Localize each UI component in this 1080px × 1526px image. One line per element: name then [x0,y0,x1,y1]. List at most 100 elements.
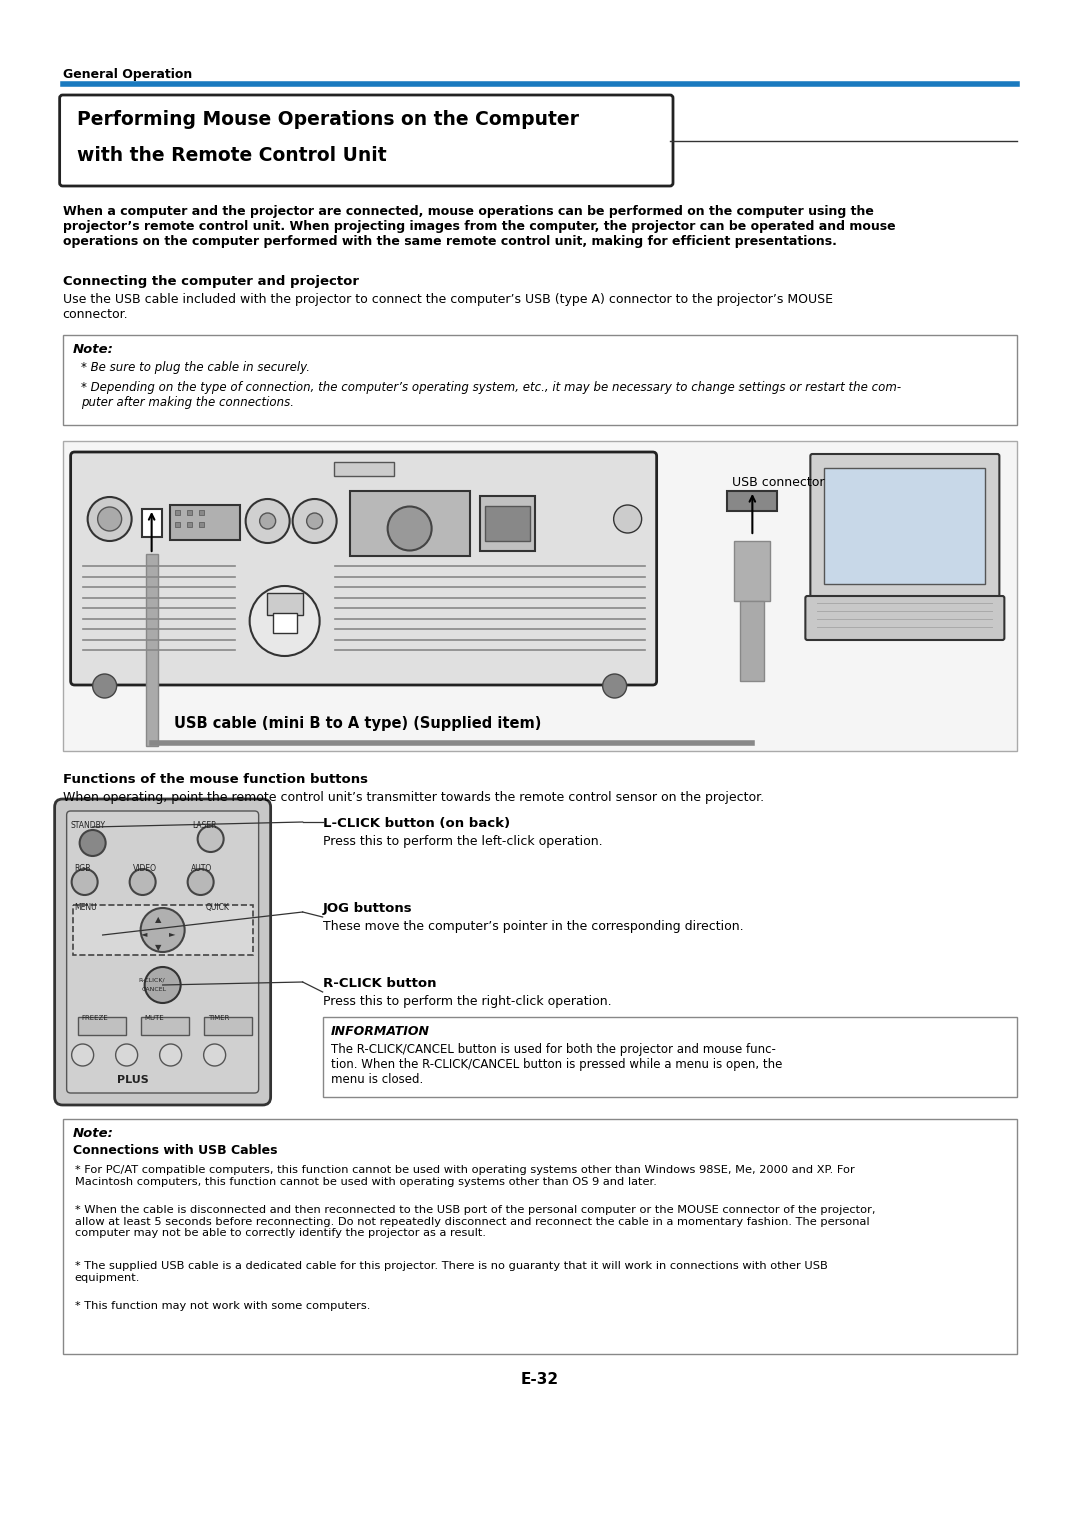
Circle shape [97,507,122,531]
Bar [63,336,1017,426]
Text: ▲: ▲ [156,916,162,925]
Circle shape [87,497,132,542]
Text: When operating, point the remote control unit’s transmitter towards the remote c: When operating, point the remote control… [63,790,764,804]
Text: QUICK: QUICK [205,903,230,913]
Bar [824,468,985,584]
Circle shape [71,1044,94,1067]
Text: The R-CLICK/CANCEL button is used for both the projector and mouse func-
tion. W: The R-CLICK/CANCEL button is used for bo… [330,1042,782,1087]
Text: ◄: ◄ [141,929,148,938]
Bar [175,510,179,514]
Circle shape [204,1044,226,1067]
Bar [175,522,179,526]
Bar [350,491,470,555]
Circle shape [388,507,432,551]
Bar [741,601,765,681]
FancyBboxPatch shape [806,597,1004,639]
Text: * This function may not work with some computers.: * This function may not work with some c… [75,1302,370,1311]
Circle shape [140,908,185,952]
Circle shape [307,513,323,530]
Text: CANCEL: CANCEL [141,987,166,992]
Circle shape [259,513,275,530]
Bar [78,1016,125,1035]
Text: E-32: E-32 [521,1372,559,1387]
Text: Note:: Note: [72,343,113,356]
Text: Connections with USB Cables: Connections with USB Cables [72,1144,278,1157]
Text: L-CLICK button (on back): L-CLICK button (on back) [323,816,510,830]
Text: R-CLICK button: R-CLICK button [323,977,436,990]
Circle shape [603,674,626,697]
Text: with the Remote Control Unit: with the Remote Control Unit [77,146,387,165]
Circle shape [198,826,224,852]
Text: * Depending on the type of connection, the computer’s operating system, etc., it: * Depending on the type of connection, t… [81,382,901,409]
Circle shape [188,868,214,896]
Bar [63,1119,1017,1354]
Text: Press this to perform the left-click operation.: Press this to perform the left-click ope… [323,835,603,848]
Circle shape [145,967,180,1003]
Text: R-CLICK/: R-CLICK/ [138,977,165,983]
Bar [72,905,253,955]
Text: * The supplied USB cable is a dedicated cable for this projector. There is no gu: * The supplied USB cable is a dedicated … [75,1260,827,1282]
Circle shape [293,499,337,543]
Bar [267,594,302,615]
Text: INFORMATION: INFORMATION [330,1025,430,1038]
Text: STANDBY: STANDBY [70,821,106,830]
Text: USB cable (mini B to A type) (Supplied item): USB cable (mini B to A type) (Supplied i… [174,716,541,731]
Circle shape [249,586,320,656]
Text: Performing Mouse Operations on the Computer: Performing Mouse Operations on the Compu… [77,110,579,130]
Text: Functions of the mouse function buttons: Functions of the mouse function buttons [63,774,367,786]
Bar [140,1016,189,1035]
Bar [187,522,191,526]
Bar [146,554,158,746]
Circle shape [80,830,106,856]
Text: USB connector: USB connector [732,476,825,488]
Text: TIMER: TIMER [207,1015,229,1021]
Text: Press this to perform the right-click operation.: Press this to perform the right-click op… [323,995,611,1009]
Circle shape [130,868,156,896]
FancyBboxPatch shape [70,452,657,685]
Text: * Be sure to plug the cable in securely.: * Be sure to plug the cable in securely. [81,362,310,374]
Bar [63,441,1017,751]
Text: ►: ► [170,929,176,938]
Bar [272,613,297,633]
Text: LASER: LASER [192,821,217,830]
FancyBboxPatch shape [810,455,999,598]
Text: Note:: Note: [72,1128,113,1140]
Bar [199,522,204,526]
Text: VIDEO: VIDEO [133,864,157,873]
Bar [480,496,535,551]
Bar [204,1016,252,1035]
Text: MENU: MENU [75,903,97,913]
Text: RGB: RGB [75,864,91,873]
FancyBboxPatch shape [67,810,258,1093]
Bar [170,505,240,540]
Bar [485,507,529,542]
Text: Connecting the computer and projector: Connecting the computer and projector [63,275,359,288]
Text: These move the computer’s pointer in the corresponding direction.: These move the computer’s pointer in the… [323,920,743,932]
Circle shape [116,1044,137,1067]
Circle shape [71,868,97,896]
FancyBboxPatch shape [59,95,673,186]
Text: * When the cable is disconnected and then reconnected to the USB port of the per: * When the cable is disconnected and the… [75,1206,875,1238]
Text: JOG buttons: JOG buttons [323,902,413,916]
Bar [141,510,162,537]
Text: ▼: ▼ [156,943,162,952]
Bar [334,462,393,476]
Text: AUTO: AUTO [191,864,212,873]
Text: When a computer and the projector are connected, mouse operations can be perform: When a computer and the projector are co… [63,204,895,249]
FancyBboxPatch shape [55,800,271,1105]
Text: PLUS: PLUS [117,1074,149,1085]
Circle shape [93,674,117,697]
Text: FREEZE: FREEZE [82,1015,108,1021]
Bar [187,510,191,514]
Text: Use the USB cable included with the projector to connect the computer’s USB (typ: Use the USB cable included with the proj… [63,293,833,320]
Text: General Operation: General Operation [63,69,192,81]
Text: * For PC/AT compatible computers, this function cannot be used with operating sy: * For PC/AT compatible computers, this f… [75,1164,854,1187]
Bar [199,510,204,514]
Circle shape [245,499,289,543]
Circle shape [160,1044,181,1067]
Bar [734,542,770,601]
Circle shape [613,505,642,533]
Bar [323,1016,1017,1097]
Bar [727,491,778,511]
Text: MUTE: MUTE [145,1015,164,1021]
